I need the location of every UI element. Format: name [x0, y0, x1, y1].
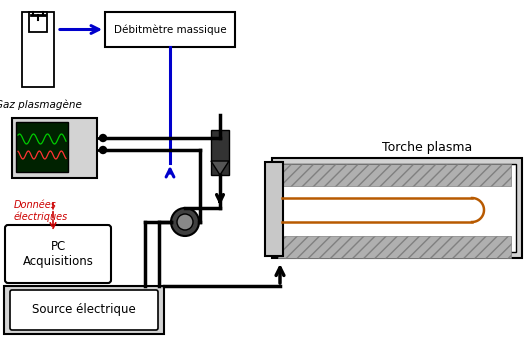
- Text: Données
électriques: Données électriques: [14, 200, 68, 222]
- Circle shape: [171, 208, 199, 236]
- Circle shape: [100, 135, 107, 141]
- FancyBboxPatch shape: [29, 12, 47, 32]
- FancyBboxPatch shape: [211, 130, 229, 175]
- Text: PC
Acquisitions: PC Acquisitions: [23, 240, 93, 268]
- FancyBboxPatch shape: [4, 286, 164, 334]
- FancyBboxPatch shape: [12, 118, 97, 178]
- Polygon shape: [211, 161, 229, 175]
- FancyBboxPatch shape: [278, 236, 511, 258]
- FancyBboxPatch shape: [278, 164, 511, 186]
- Circle shape: [177, 214, 193, 230]
- FancyBboxPatch shape: [105, 12, 235, 47]
- FancyBboxPatch shape: [22, 12, 54, 87]
- FancyBboxPatch shape: [272, 158, 522, 258]
- FancyBboxPatch shape: [265, 162, 283, 256]
- Circle shape: [100, 147, 107, 154]
- Text: Torche plasma: Torche plasma: [382, 141, 472, 155]
- FancyBboxPatch shape: [16, 122, 68, 172]
- Text: Débitmètre massique: Débitmètre massique: [114, 24, 226, 35]
- Text: Source électrique: Source électrique: [32, 304, 136, 316]
- FancyBboxPatch shape: [10, 290, 158, 330]
- FancyBboxPatch shape: [278, 164, 516, 252]
- Text: Gaz plasmagène: Gaz plasmagène: [0, 100, 82, 110]
- FancyBboxPatch shape: [5, 225, 111, 283]
